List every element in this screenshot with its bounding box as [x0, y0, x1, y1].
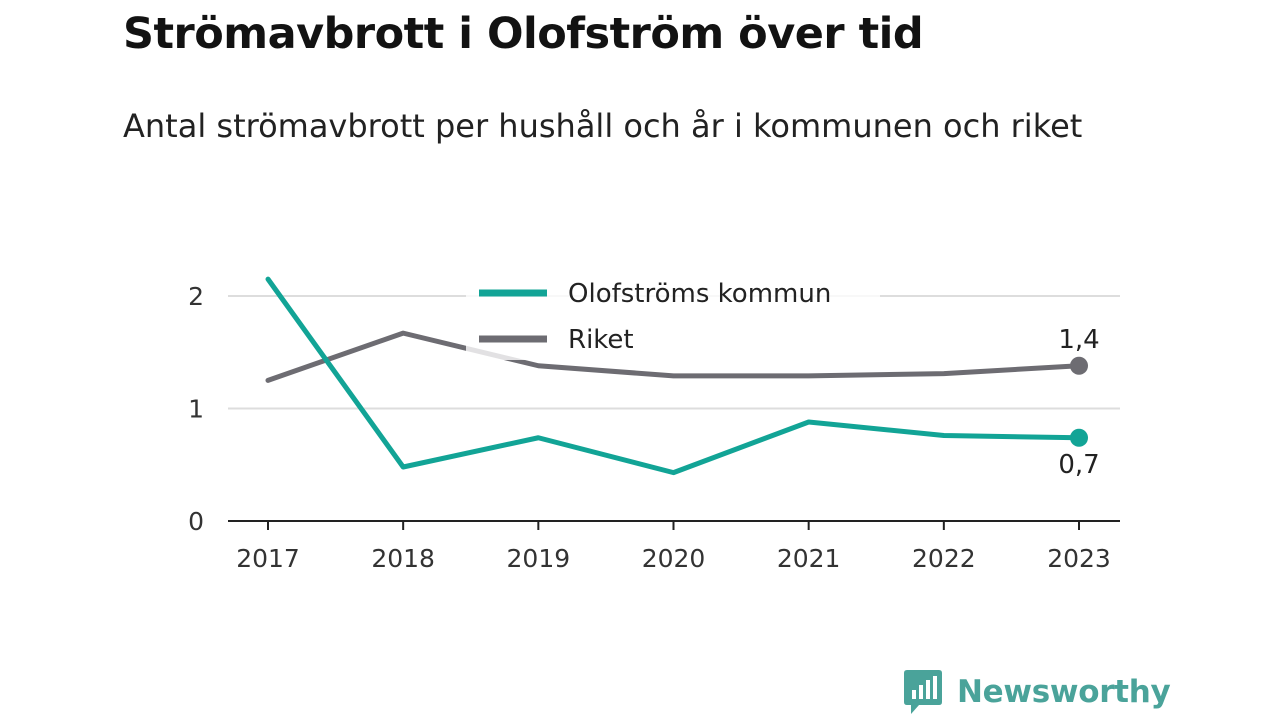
series-end-point — [1070, 428, 1088, 447]
y-tick-label: 1 — [188, 395, 204, 424]
x-tick-label: 2018 — [371, 544, 435, 573]
chart-title: Strömavbrott i Olofström över tid — [123, 9, 924, 59]
chart-subtitle: Antal strömavbrott per hushåll och år i … — [123, 107, 1083, 145]
x-tick-label: 2023 — [1047, 544, 1111, 573]
brand-name: Newsworthy — [957, 674, 1171, 710]
legend-background — [466, 270, 880, 360]
y-tick-label: 2 — [188, 282, 204, 311]
end-labels: 1,4 0,7 — [1058, 325, 1099, 480]
newsworthy-logo: Newsworthy — [903, 668, 1171, 716]
bar-chart-speech-bubble-icon — [904, 670, 942, 714]
y-tick-label: 0 — [188, 507, 204, 536]
series-end-point — [1070, 356, 1088, 375]
series-line-riket — [265, 330, 1082, 383]
x-tick-label: 2019 — [507, 544, 571, 573]
x-tick-label: 2022 — [912, 544, 976, 573]
x-axis-tick-labels: 2017 2018 2019 2020 2021 2022 2023 — [236, 544, 1111, 573]
x-tick-label: 2017 — [236, 544, 300, 573]
x-tick-label: 2020 — [642, 544, 706, 573]
x-axis — [228, 520, 1120, 530]
series-line-olofstrom — [265, 276, 1082, 476]
y-axis-tick-labels: 0 1 2 — [188, 282, 204, 536]
legend-label: Riket — [568, 325, 634, 355]
x-tick-label: 2021 — [777, 544, 841, 573]
end-label-riket: 1,4 — [1058, 325, 1099, 355]
legend: Olofströms kommun Riket — [466, 270, 880, 360]
legend-label: Olofströms kommun — [568, 279, 831, 309]
end-label-olofstrom: 0,7 — [1058, 450, 1099, 480]
series-lines — [265, 276, 1088, 476]
